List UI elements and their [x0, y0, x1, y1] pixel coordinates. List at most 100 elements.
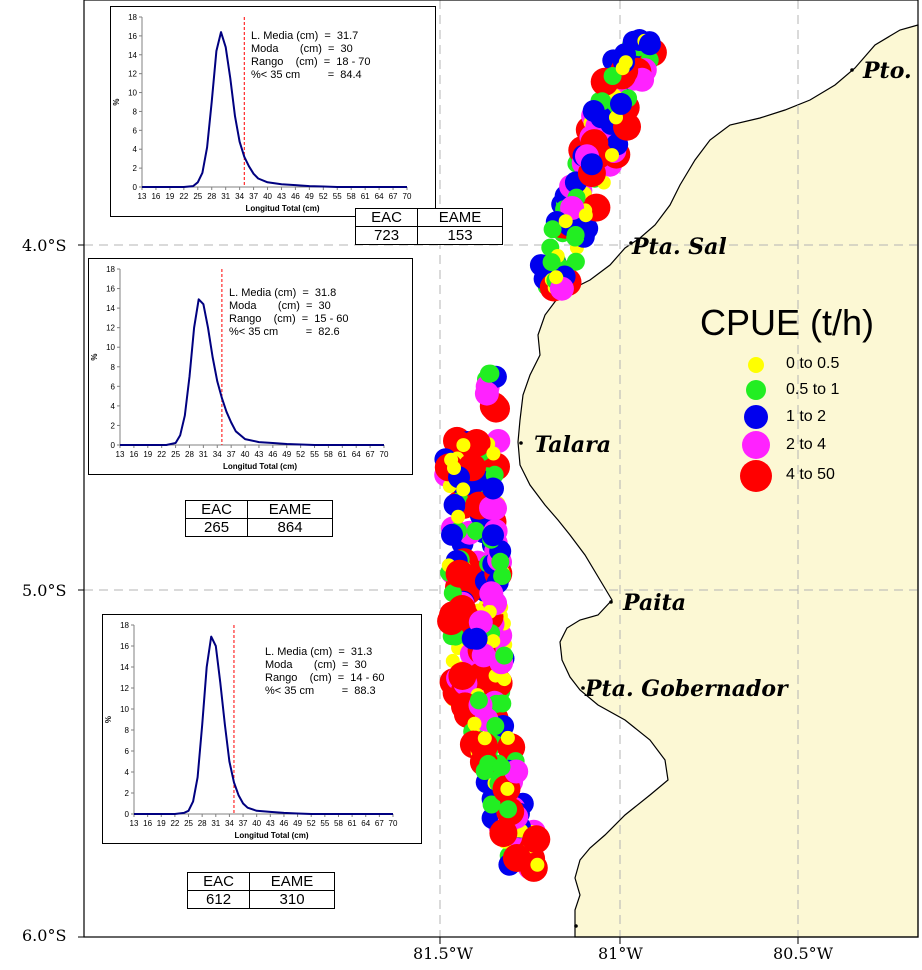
x-tick-label: 40: [252, 819, 261, 828]
x-tick-label: 46: [279, 819, 288, 828]
catch-point: [495, 646, 514, 665]
catch-point: [560, 196, 585, 220]
y-tick-label: 4: [133, 145, 138, 154]
place-label-pta-gobernador: Pta. Gobernador: [585, 676, 788, 702]
y-tick-label: 10: [128, 89, 137, 98]
length-frequency-line: [120, 298, 384, 446]
x-tick-label: 64: [375, 192, 384, 201]
x-tick-label: 43: [254, 450, 263, 459]
catch-point: [474, 381, 499, 406]
catch-point: [610, 92, 632, 115]
x-tick-label: 70: [380, 450, 389, 459]
legend-title: CPUE (t/h): [700, 302, 875, 343]
x-tick-label: 55: [310, 450, 319, 459]
table-value-eame: 310: [249, 890, 335, 909]
y-tick-label: 8: [125, 726, 130, 735]
x-tick-label: 25: [171, 450, 180, 459]
table-value-eac: 265: [184, 518, 249, 537]
y-tick-label: 16: [120, 642, 129, 651]
x-tick-label: 34: [213, 450, 222, 459]
catch-point: [456, 438, 471, 453]
place-label-pto: Pto.: [863, 58, 912, 84]
catch-point: [500, 781, 515, 796]
catch-point: [543, 220, 562, 239]
catch-point: [479, 581, 504, 606]
place-marker: [519, 441, 523, 445]
x-tick-label: 22: [179, 192, 188, 201]
y-tick-label: 14: [120, 663, 129, 672]
y-tick-label: 16: [106, 285, 115, 294]
y-tick-label: 2: [125, 789, 130, 798]
table-header-eac: EAC: [186, 872, 251, 891]
x-tick-label: 58: [334, 819, 343, 828]
length-histogram-panel-1: 0 2 4 6 8 10 12 14 16 18 13 16 19 22 25 28 31 34 37 40 43 46 4…: [110, 6, 436, 217]
x-tick-label: 34: [235, 192, 244, 201]
catch-table-3: EAC EAME 612 310: [186, 872, 335, 909]
x-tick-label: 16: [151, 192, 160, 201]
x-tick-label: 37: [227, 450, 236, 459]
x-tick-label: 49: [282, 450, 291, 459]
catch-point: [466, 522, 485, 540]
y-tick-label: 0: [111, 441, 116, 450]
catch-points: [434, 29, 667, 882]
y-tick-label: 4: [111, 402, 116, 411]
catch-point: [483, 496, 507, 521]
stat-under35: %< 35 cm = 82.6: [229, 326, 340, 338]
x-tick-label: 13: [130, 819, 139, 828]
table-header-eac: EAC: [354, 208, 419, 227]
y-tick-label: 12: [120, 684, 129, 693]
catch-point: [481, 364, 500, 383]
x-tick-label: 58: [347, 192, 356, 201]
catch-point: [500, 730, 515, 745]
catch-point: [499, 800, 518, 819]
lon-label-815: 81.5°W: [413, 944, 474, 963]
stat-mode: Moda (cm) = 30: [265, 659, 367, 671]
catch-point: [477, 731, 492, 746]
x-tick-label: 70: [389, 819, 398, 828]
lon-label-805: 80.5°W: [773, 944, 834, 963]
x-tick-label: 43: [266, 819, 275, 828]
x-tick-label: 64: [352, 450, 361, 459]
x-tick-label: 28: [207, 192, 216, 201]
y-axis-title: %: [104, 716, 113, 723]
x-tick-label: 40: [241, 450, 250, 459]
legend-label-2: 1 to 2: [786, 408, 827, 425]
x-tick-label: 19: [157, 819, 166, 828]
legend-dot-2: [744, 405, 768, 429]
catch-table-1: EAC EAME 723 153: [354, 208, 503, 245]
y-tick-label: 12: [106, 324, 115, 333]
x-tick-label: 25: [184, 819, 193, 828]
catch-point: [456, 482, 471, 497]
y-tick-label: 6: [133, 126, 138, 135]
length-frequency-line: [134, 635, 393, 815]
legend-label-0: 0 to 0.5: [786, 355, 840, 372]
place-marker: [850, 68, 854, 72]
catch-point: [502, 844, 531, 872]
x-tick-label: 55: [320, 819, 329, 828]
place-label-talara: Talara: [534, 432, 611, 458]
x-axis-title: Longitud Total (cm): [245, 204, 319, 213]
y-tick-label: 6: [125, 747, 130, 756]
x-tick-label: 61: [338, 450, 347, 459]
y-tick-label: 14: [106, 304, 115, 313]
catch-point: [462, 429, 491, 457]
legend-dot-3: [742, 431, 770, 459]
catch-point: [448, 662, 477, 690]
x-tick-label: 31: [221, 192, 230, 201]
catch-point: [486, 634, 501, 649]
catch-point: [491, 552, 510, 571]
catch-point: [493, 567, 512, 585]
legend-dot-4: [740, 460, 772, 492]
stat-mean: L. Media (cm) = 31.8: [229, 287, 337, 299]
y-tick-label: 14: [128, 51, 137, 60]
x-tick-label: 67: [375, 819, 384, 828]
stats-box-1: L. Media (cm) = 31.7 Moda (cm) = 30 Rang…: [251, 30, 371, 82]
y-tick-label: 10: [120, 705, 129, 714]
y-tick-label: 18: [120, 621, 129, 630]
coastline-land: [517, 24, 919, 938]
legend-dot-1: [746, 380, 766, 400]
x-tick-label: 13: [116, 450, 125, 459]
y-tick-label: 8: [133, 107, 138, 116]
